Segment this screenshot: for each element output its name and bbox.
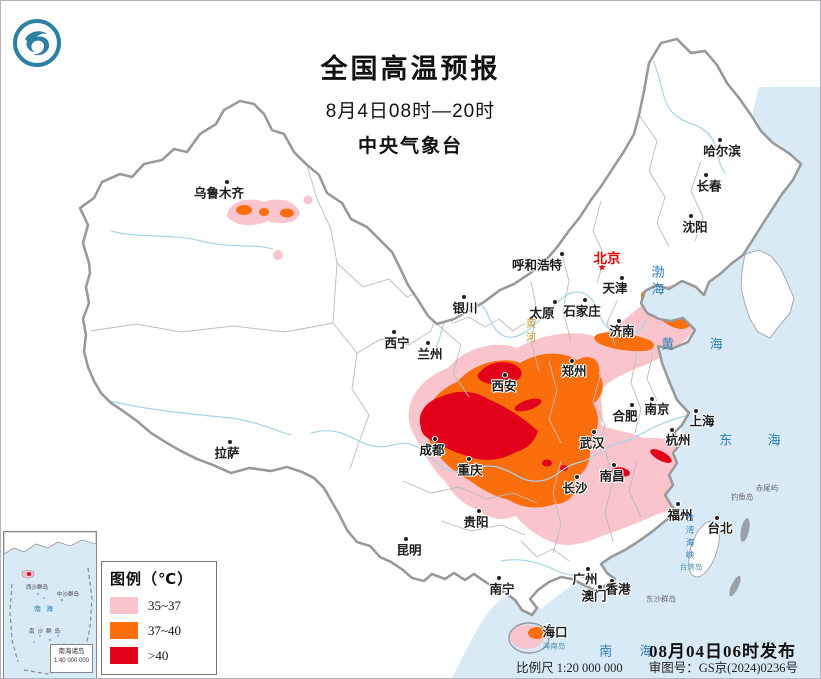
- cma-logo-icon: [13, 19, 61, 67]
- heat-region-37-40: [594, 332, 654, 352]
- nine-dash-line: [9, 567, 93, 675]
- korea-peninsula: [740, 249, 795, 339]
- hainan-island: [508, 622, 550, 654]
- heat-region-37-40: [236, 205, 252, 215]
- legend-row: 37~40: [110, 622, 208, 639]
- approval-number: 审图号：GS京(2024)0236号: [648, 661, 798, 675]
- heat-region-over-40: [560, 465, 568, 471]
- island-chain: [729, 575, 741, 597]
- heat-region-over-40: [477, 362, 522, 385]
- heat-region-over-40: [514, 398, 542, 412]
- heat-regions: [227, 195, 710, 649]
- heat-region-35-37: [303, 195, 313, 205]
- national-border: [78, 37, 803, 617]
- heat-region-over-40: [542, 459, 552, 467]
- heat-region-37-40: [259, 208, 269, 216]
- south-china-sea-inset: 西沙群岛中沙群岛南海南沙群岛 南海诸岛 1:40 000 000: [3, 531, 97, 678]
- island-chain: [740, 518, 750, 542]
- inset-heat-dot: [27, 572, 31, 576]
- legend-row: >40: [110, 647, 208, 664]
- legend-label: 37~40: [148, 622, 182, 638]
- legend-row: 35~37: [110, 597, 208, 614]
- rivers: [100, 60, 726, 582]
- inset-label: 南海: [34, 606, 58, 613]
- heat-region-over-40: [419, 391, 538, 460]
- publish-time: 08月04日06时发布: [649, 642, 796, 661]
- province-borders: [90, 114, 704, 562]
- legend-box: 图例（℃） 35~37 37~40 >40: [101, 561, 217, 675]
- heat-region-37-40: [528, 627, 546, 639]
- legend-label: 35~37: [148, 597, 182, 613]
- map-scale: 比例尺 1:20 000 000: [516, 661, 623, 675]
- inset-label: 南沙群岛: [28, 629, 64, 635]
- inset-title: 南海诸岛: [58, 648, 85, 655]
- inset-caption-box: 南海诸岛 1:40 000 000: [50, 644, 93, 673]
- legend-swatch: [110, 597, 138, 614]
- inset-coastline: [4, 532, 96, 555]
- legend-rows: 35~37 37~40 >40: [110, 597, 208, 664]
- heat-region-35-37: [273, 250, 283, 260]
- inset-label: 西沙群岛: [25, 585, 49, 591]
- legend-swatch: [110, 622, 138, 639]
- legend-label: >40: [148, 647, 169, 663]
- heat-region-over-40: [612, 467, 630, 477]
- inset-label: 中沙群岛: [56, 592, 80, 598]
- heat-region-37-40: [280, 208, 294, 218]
- heat-region-over-40: [650, 449, 672, 463]
- legend-title: 图例（℃）: [110, 571, 194, 588]
- inset-islands: [33, 592, 65, 645]
- footer-meta: 比例尺 1:20 000 000 审图号：GS京(2024)0236号: [516, 657, 798, 676]
- inset-scale: 1:40 000 000: [53, 658, 90, 665]
- legend-swatch: [110, 647, 138, 664]
- taiwan-island: [688, 520, 720, 578]
